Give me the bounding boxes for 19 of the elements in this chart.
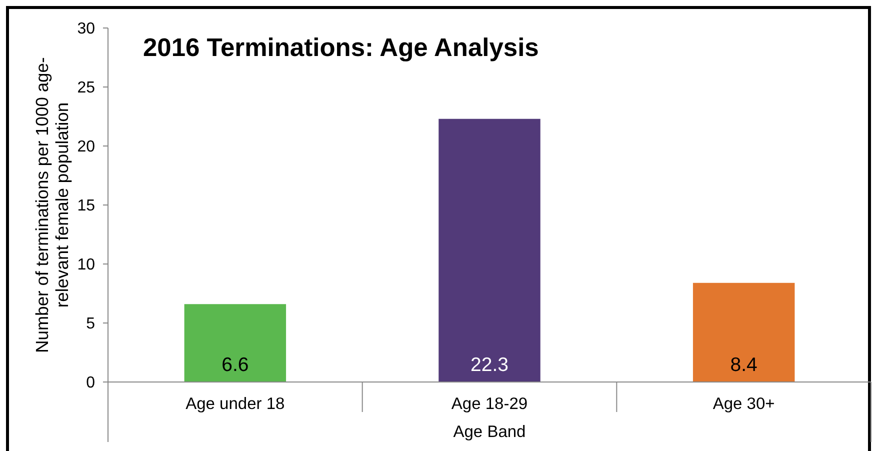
data-label: 8.4	[730, 354, 758, 376]
data-label: 6.6	[222, 354, 249, 376]
y-tick-label: 30	[77, 20, 96, 38]
y-tick-label: 15	[77, 198, 96, 215]
x-tick-label: Age under 18	[186, 394, 285, 413]
y-tick-label: 0	[86, 374, 96, 392]
bar	[692, 282, 795, 382]
bar	[184, 304, 286, 382]
x-axis-title: Age Band	[453, 422, 526, 441]
y-tick-label: 5	[86, 316, 96, 333]
y-axis-title: Number of terminations per 1000 age-relevant female population	[32, 56, 72, 353]
x-tick-label: Age 30+	[712, 394, 775, 413]
y-tick-label: 25	[77, 80, 96, 97]
bar	[438, 118, 540, 382]
chart-title: 2016 Terminations: Age Analysis	[143, 34, 539, 62]
y-tick-label: 20	[77, 138, 96, 156]
data-label: 22.3	[470, 354, 508, 376]
x-tick-label: Age 18-29	[451, 394, 528, 413]
y-tick-label: 10	[77, 256, 96, 274]
